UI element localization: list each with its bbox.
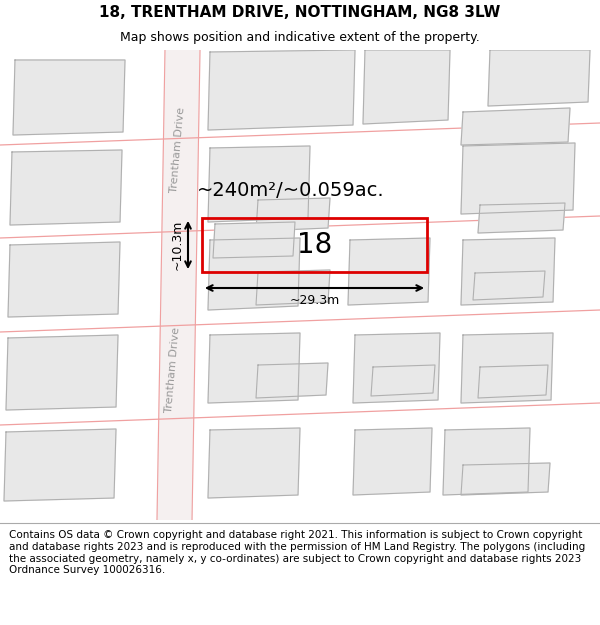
Polygon shape	[461, 463, 550, 495]
Polygon shape	[478, 203, 565, 233]
Polygon shape	[208, 238, 300, 310]
Text: 18, TRENTHAM DRIVE, NOTTINGHAM, NG8 3LW: 18, TRENTHAM DRIVE, NOTTINGHAM, NG8 3LW	[100, 5, 500, 20]
Polygon shape	[461, 143, 575, 214]
Text: Contains OS data © Crown copyright and database right 2021. This information is : Contains OS data © Crown copyright and d…	[9, 531, 585, 575]
Polygon shape	[6, 335, 118, 410]
Polygon shape	[461, 333, 553, 403]
Polygon shape	[371, 365, 435, 396]
Polygon shape	[488, 50, 590, 106]
Polygon shape	[4, 429, 116, 501]
Polygon shape	[10, 150, 122, 225]
Polygon shape	[461, 238, 555, 305]
Polygon shape	[208, 146, 310, 222]
Polygon shape	[473, 271, 545, 300]
Polygon shape	[13, 60, 125, 135]
Polygon shape	[461, 108, 570, 145]
Text: Map shows position and indicative extent of the property.: Map shows position and indicative extent…	[120, 31, 480, 44]
Text: Trentham Drive: Trentham Drive	[169, 107, 187, 193]
Polygon shape	[478, 365, 548, 398]
Polygon shape	[443, 428, 530, 495]
Polygon shape	[348, 238, 430, 305]
Text: Trentham Drive: Trentham Drive	[164, 327, 182, 413]
Polygon shape	[8, 242, 120, 317]
Polygon shape	[157, 50, 200, 520]
Polygon shape	[256, 270, 330, 305]
Text: 18: 18	[297, 231, 332, 259]
Polygon shape	[208, 428, 300, 498]
Polygon shape	[353, 333, 440, 403]
Text: ~10.3m: ~10.3m	[171, 220, 184, 270]
Text: ~240m²/~0.059ac.: ~240m²/~0.059ac.	[197, 181, 385, 200]
Polygon shape	[256, 198, 330, 231]
Text: ~29.3m: ~29.3m	[289, 294, 340, 307]
Polygon shape	[208, 50, 355, 130]
Polygon shape	[208, 333, 300, 403]
Polygon shape	[353, 428, 432, 495]
Polygon shape	[363, 50, 450, 124]
Polygon shape	[256, 363, 328, 398]
Polygon shape	[213, 222, 295, 258]
